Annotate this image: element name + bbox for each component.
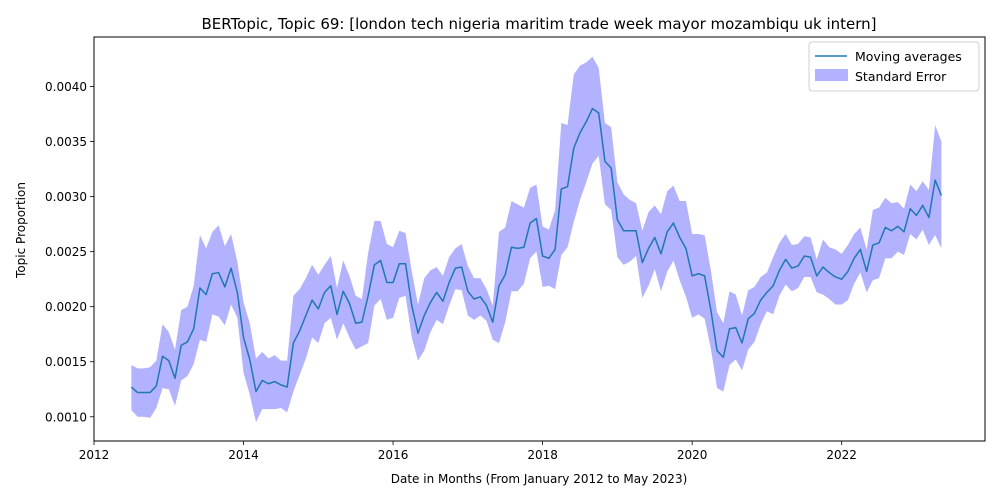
legend-label-moving-averages: Moving averages	[855, 49, 962, 64]
standard-error-band	[131, 56, 942, 423]
y-tick-label: 0.0035	[45, 135, 87, 149]
x-tick-label: 2018	[527, 448, 558, 462]
y-tick-label: 0.0025	[45, 245, 87, 259]
x-tick-label: 2020	[677, 448, 708, 462]
y-tick-label: 0.0040	[45, 80, 87, 94]
moving-average-line	[130, 107, 943, 394]
legend-box	[808, 41, 980, 92]
legend-swatch-standard-error	[815, 69, 848, 81]
x-axis-title: Date in Months (From January 2012 to May…	[391, 472, 688, 486]
y-axis-title: Topic Proportion	[14, 182, 28, 279]
y-tick-label: 0.0030	[45, 190, 87, 204]
legend-label-standard-error: Standard Error	[855, 69, 947, 84]
y-axis: 0.0010 0.0015 0.0020 0.0025 0.0030 0.0035 0.00…	[45, 80, 94, 424]
x-tick-label: 2014	[228, 448, 259, 462]
y-tick-label: 0.0020	[45, 300, 87, 314]
x-axis: 2012 2014 2016 2018 2020 2022	[79, 441, 857, 462]
x-tick-label: 2016	[378, 448, 409, 462]
legend: Moving averages Standard Error	[808, 41, 980, 92]
x-tick-label: 2012	[79, 448, 110, 462]
chart-title: BERTopic, Topic 69: [london tech nigeria…	[201, 15, 876, 33]
plot-frame	[93, 36, 986, 442]
y-tick-label: 0.0010	[45, 410, 87, 424]
x-tick-label: 2022	[826, 448, 857, 462]
plot-area	[130, 56, 943, 423]
y-tick-label: 0.0015	[45, 355, 87, 369]
